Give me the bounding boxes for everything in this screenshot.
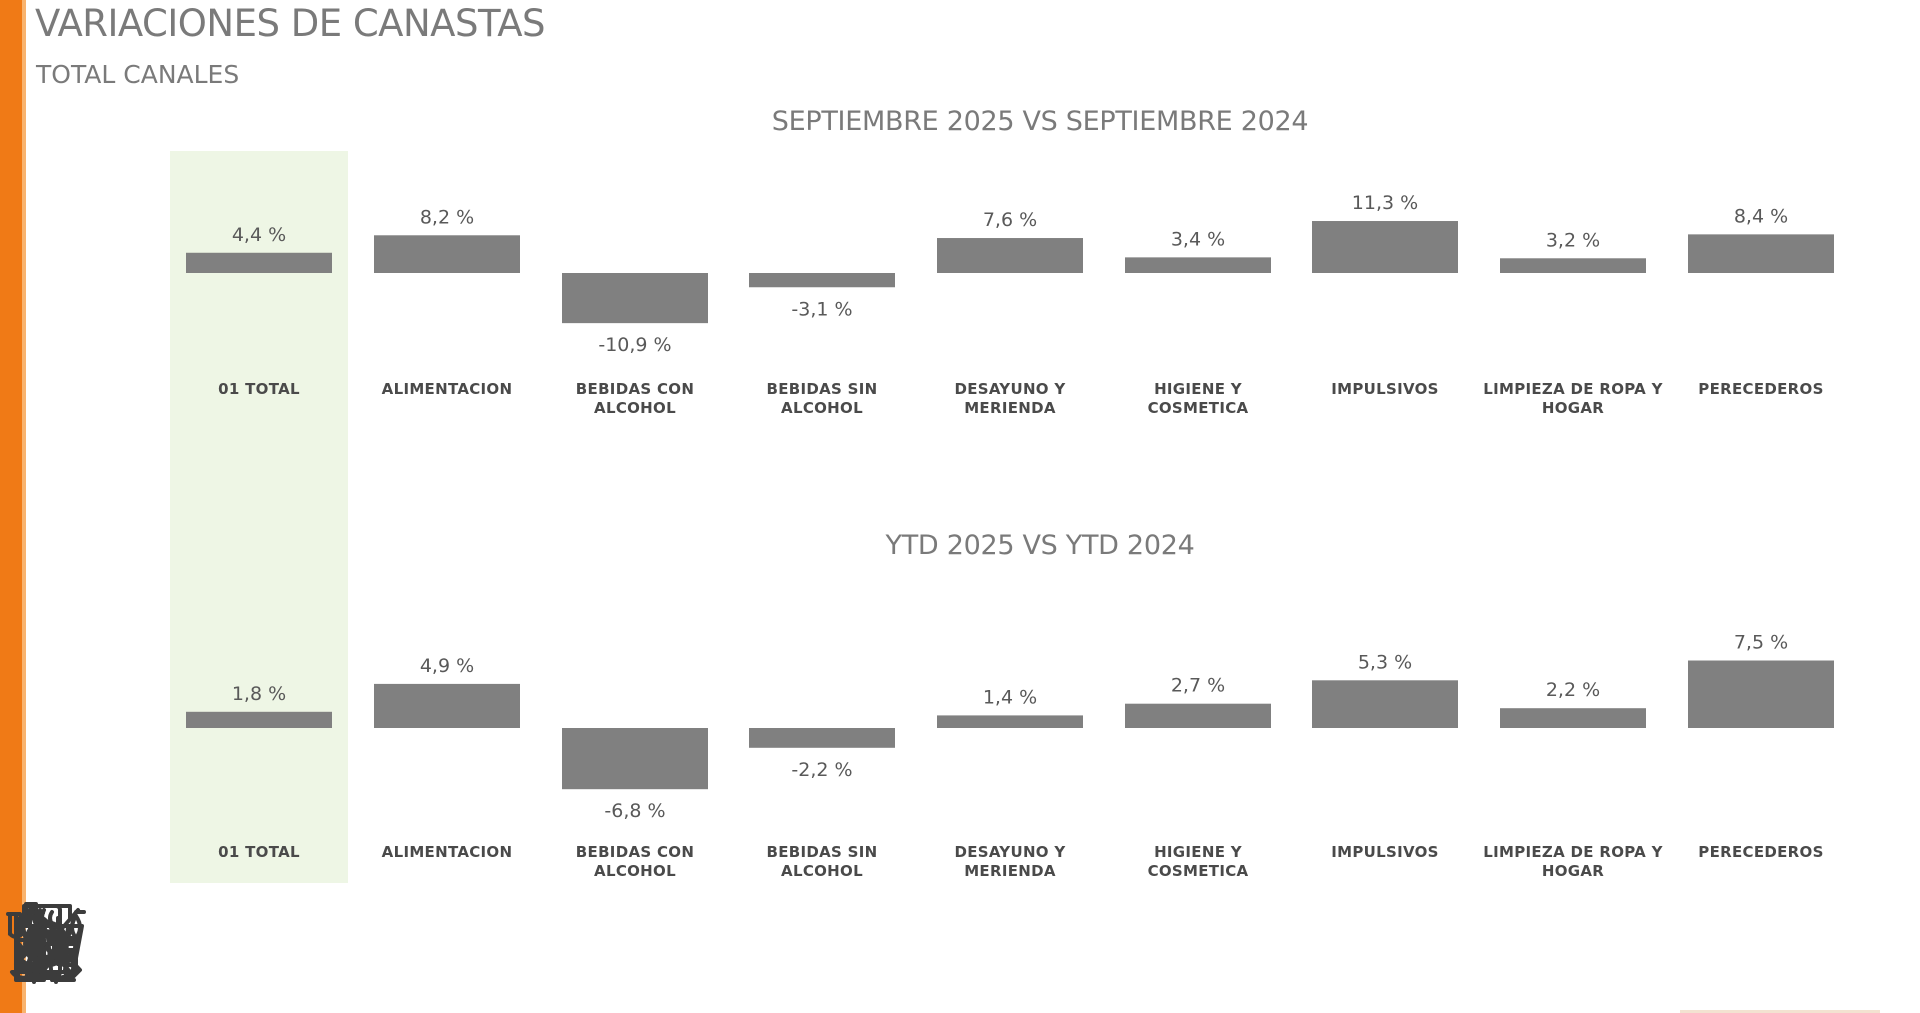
bar <box>1688 234 1834 273</box>
bar <box>562 273 708 324</box>
bar <box>186 711 332 728</box>
category-label: HIGIENE Y <box>1154 843 1243 861</box>
data-label: 1,8 % <box>232 683 286 705</box>
data-label: 7,5 % <box>1734 632 1788 654</box>
bar <box>1500 708 1646 728</box>
bar <box>937 238 1083 273</box>
data-label: -6,8 % <box>604 800 665 822</box>
bar <box>749 273 895 288</box>
category-label: COSMETICA <box>1148 399 1249 417</box>
category-label: ALCOHOL <box>594 862 676 880</box>
category-label: BEBIDAS CON <box>576 380 694 398</box>
bar <box>1125 257 1271 273</box>
category-label: BEBIDAS CON <box>576 843 694 861</box>
category-label: ALIMENTACION <box>382 843 513 861</box>
data-label: -2,2 % <box>791 759 852 781</box>
data-label: 2,7 % <box>1171 675 1225 697</box>
category-label: ALCOHOL <box>594 399 676 417</box>
data-label: 4,4 % <box>232 224 286 246</box>
data-label: 8,2 % <box>420 206 474 228</box>
category-label: BEBIDAS SIN <box>766 380 877 398</box>
bar <box>1500 258 1646 273</box>
category-label: MERIENDA <box>964 399 1056 417</box>
data-label: 3,4 % <box>1171 228 1225 250</box>
category-label: MERIENDA <box>964 862 1056 880</box>
bar <box>562 728 708 790</box>
data-label: 8,4 % <box>1734 205 1788 227</box>
bar <box>937 715 1083 728</box>
category-label: LIMPIEZA DE ROPA Y <box>1483 380 1663 398</box>
data-label: 3,2 % <box>1546 229 1600 251</box>
data-label: 7,6 % <box>983 209 1037 231</box>
category-label: LIMPIEZA DE ROPA Y <box>1483 843 1663 861</box>
category-icons <box>0 898 1920 988</box>
category-label: ALIMENTACION <box>382 380 513 398</box>
bar <box>1125 703 1271 728</box>
data-label: 2,2 % <box>1546 679 1600 701</box>
category-label: PERECEDEROS <box>1698 380 1823 398</box>
category-label: ALCOHOL <box>781 399 863 417</box>
bar <box>186 252 332 273</box>
accent-bar <box>0 0 26 1013</box>
bar <box>374 235 520 273</box>
refrigerator-icon <box>0 898 90 988</box>
category-label: 01 TOTAL <box>218 380 300 398</box>
data-label: 1,4 % <box>983 686 1037 708</box>
footer-line <box>1680 1010 1880 1013</box>
data-label: 5,3 % <box>1358 651 1412 673</box>
bar <box>1312 221 1458 273</box>
bar <box>749 728 895 748</box>
category-label: IMPULSIVOS <box>1331 843 1439 861</box>
category-label: DESAYUNO Y <box>954 843 1066 861</box>
category-label: BEBIDAS SIN <box>766 843 877 861</box>
category-label: HOGAR <box>1542 399 1604 417</box>
bar <box>1688 660 1834 728</box>
category-label: HOGAR <box>1542 862 1604 880</box>
category-label: COSMETICA <box>1148 862 1249 880</box>
data-label: -3,1 % <box>791 298 852 320</box>
category-label: PERECEDEROS <box>1698 843 1823 861</box>
bar <box>1312 680 1458 728</box>
page-title: VARIACIONES DE CANASTAS <box>35 2 546 45</box>
category-label: HIGIENE Y <box>1154 380 1243 398</box>
chart-title-month: SEPTIEMBRE 2025 VS SEPTIEMBRE 2024 <box>771 106 1309 137</box>
data-label: 4,9 % <box>420 655 474 677</box>
bar <box>374 683 520 728</box>
chart-title-ytd: YTD 2025 VS YTD 2024 <box>885 530 1195 561</box>
category-label: 01 TOTAL <box>218 843 300 861</box>
data-label: -10,9 % <box>598 334 671 356</box>
page-subtitle: TOTAL CANALES <box>36 60 240 89</box>
category-label: DESAYUNO Y <box>954 380 1066 398</box>
category-label: ALCOHOL <box>781 862 863 880</box>
category-label: IMPULSIVOS <box>1331 380 1439 398</box>
data-label: 11,3 % <box>1352 192 1418 214</box>
